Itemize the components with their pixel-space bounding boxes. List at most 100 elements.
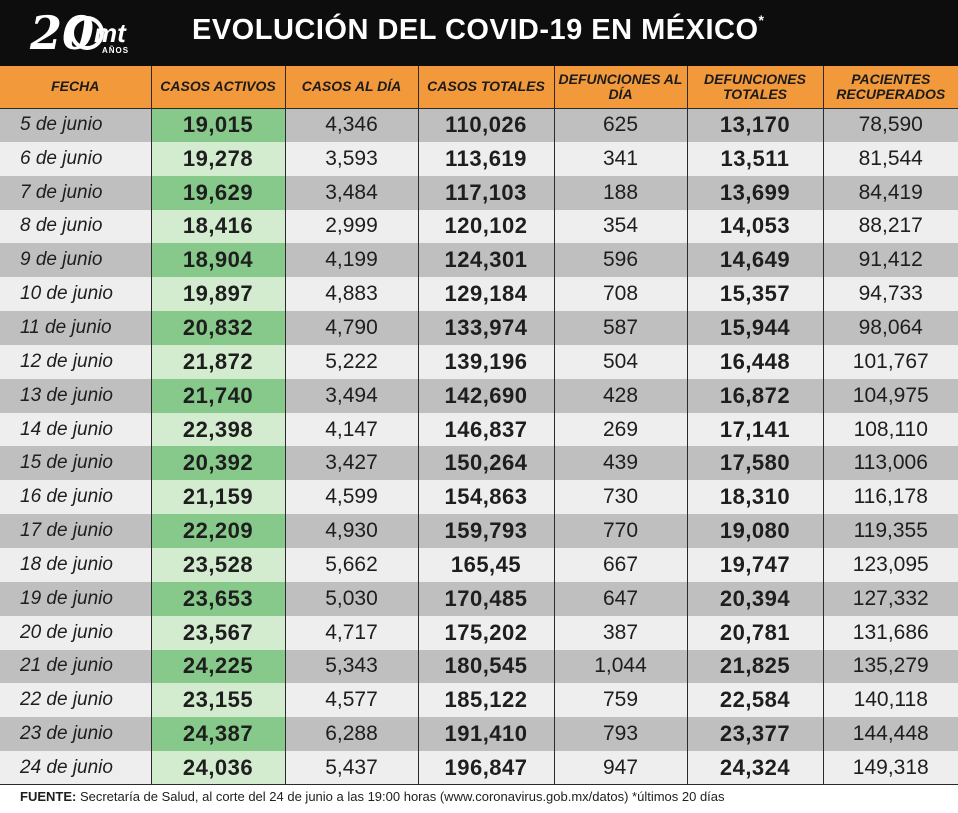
casos-activos-cell: 21,740 — [151, 378, 286, 413]
footnote-label: FUENTE: — [20, 789, 77, 804]
casos-al-dia-cell: 4,930 — [285, 514, 419, 548]
logo-brand: mt — [94, 18, 126, 48]
defunciones-al-dia-cell: 1,044 — [554, 649, 688, 684]
defunciones-al-dia-cell: 439 — [554, 446, 688, 481]
casos-totales-cell: 165,45 — [418, 547, 555, 582]
defunciones-al-dia-cell: 428 — [554, 378, 688, 413]
casos-totales-cell: 180,545 — [418, 649, 555, 684]
pacientes-recuperados-cell: 113,006 — [823, 446, 958, 481]
table-row: 10 de junio 19,897 4,883 129,184 708 15,357 94… — [0, 277, 958, 312]
casos-activos-cell: 21,872 — [151, 344, 286, 379]
page-title-text: EVOLUCIÓN DEL COVID-19 EN MÉXICO — [192, 14, 759, 46]
casos-activos-cell: 24,036 — [151, 751, 286, 786]
casos-activos-cell: 23,653 — [151, 581, 286, 616]
defunciones-totales-cell: 22,584 — [687, 683, 824, 718]
casos-al-dia-cell: 4,346 — [285, 108, 419, 142]
fecha-cell: 9 de junio — [0, 243, 152, 278]
footnote-text: Secretaría de Salud, al corte del 24 de … — [76, 789, 725, 804]
casos-activos-cell: 24,387 — [151, 717, 286, 752]
casos-totales-cell: 117,103 — [418, 175, 555, 210]
source-footnote: FUENTE: Secretaría de Salud, al corte de… — [20, 789, 725, 804]
pacientes-recuperados-cell: 101,767 — [823, 344, 958, 379]
logo-ring-icon — [70, 16, 104, 50]
pacientes-recuperados-cell: 91,412 — [823, 243, 958, 278]
casos-totales-cell: 146,837 — [418, 412, 555, 447]
pacientes-recuperados-cell: 144,448 — [823, 717, 958, 752]
fecha-cell: 11 de junio — [0, 311, 152, 345]
page-title: EVOLUCIÓN DEL COVID-19 EN MÉXICO* — [192, 12, 765, 47]
defunciones-al-dia-cell: 647 — [554, 581, 688, 616]
defunciones-totales-cell: 16,872 — [687, 378, 824, 413]
table-row: 20 de junio 23,567 4,717 175,202 387 20,781 13… — [0, 615, 958, 650]
defunciones-totales-cell: 18,310 — [687, 480, 824, 515]
fecha-cell: 14 de junio — [0, 412, 152, 447]
fecha-cell: 22 de junio — [0, 683, 152, 718]
casos-activos-cell: 22,398 — [151, 412, 286, 447]
defunciones-totales-cell: 13,170 — [687, 108, 824, 142]
table-row: 23 de junio 24,387 6,288 191,410 793 23,377 14… — [0, 717, 958, 752]
casos-activos-cell: 18,904 — [151, 243, 286, 278]
casos-activos-cell: 23,155 — [151, 683, 286, 718]
fecha-cell: 12 de junio — [0, 344, 152, 379]
pacientes-recuperados-cell: 98,064 — [823, 311, 958, 345]
casos-al-dia-cell: 4,883 — [285, 277, 419, 312]
casos-al-dia-cell: 3,593 — [285, 141, 419, 176]
defunciones-al-dia-cell: 354 — [554, 209, 688, 244]
pacientes-recuperados-cell: 88,217 — [823, 209, 958, 244]
defunciones-al-dia-cell: 793 — [554, 717, 688, 752]
defunciones-totales-cell: 20,394 — [687, 581, 824, 616]
fecha-cell: 6 de junio — [0, 141, 152, 176]
casos-al-dia-cell: 3,484 — [285, 175, 419, 210]
table-row: 15 de junio 20,392 3,427 150,264 439 17,580 11… — [0, 446, 958, 481]
defunciones-totales-cell: 15,357 — [687, 277, 824, 312]
table-row: 22 de junio 23,155 4,577 185,122 759 22,584 14… — [0, 683, 958, 718]
pacientes-recuperados-cell: 81,544 — [823, 141, 958, 176]
fecha-cell: 7 de junio — [0, 175, 152, 210]
casos-activos-cell: 18,416 — [151, 209, 286, 244]
casos-al-dia-cell: 4,790 — [285, 311, 419, 345]
fecha-cell: 5 de junio — [0, 108, 152, 142]
table-row: 7 de junio 19,629 3,484 117,103 188 13,699 84,… — [0, 175, 958, 210]
casos-totales-cell: 170,485 — [418, 581, 555, 616]
defunciones-al-dia-cell: 188 — [554, 175, 688, 210]
column-header: CASOS TOTALES — [418, 66, 555, 109]
casos-totales-cell: 129,184 — [418, 277, 555, 312]
fecha-cell: 10 de junio — [0, 277, 152, 312]
defunciones-al-dia-cell: 387 — [554, 615, 688, 650]
defunciones-al-dia-cell: 504 — [554, 344, 688, 379]
pacientes-recuperados-cell: 119,355 — [823, 514, 958, 548]
brand-logo: 20 mt AÑOS — [30, 6, 140, 62]
table-row: 5 de junio 19,015 4,346 110,026 625 13,170 78,… — [0, 108, 958, 142]
casos-totales-cell: 133,974 — [418, 311, 555, 345]
casos-activos-cell: 19,278 — [151, 141, 286, 176]
defunciones-totales-cell: 17,141 — [687, 412, 824, 447]
defunciones-al-dia-cell: 596 — [554, 243, 688, 278]
casos-activos-cell: 24,225 — [151, 649, 286, 684]
pacientes-recuperados-cell: 108,110 — [823, 412, 958, 447]
defunciones-totales-cell: 19,080 — [687, 514, 824, 548]
table-row: 6 de junio 19,278 3,593 113,619 341 13,511 81,… — [0, 141, 958, 176]
casos-al-dia-cell: 4,147 — [285, 412, 419, 447]
casos-totales-cell: 185,122 — [418, 683, 555, 718]
column-header: CASOS ACTIVOS — [151, 66, 286, 109]
defunciones-totales-cell: 17,580 — [687, 446, 824, 481]
defunciones-totales-cell: 14,053 — [687, 209, 824, 244]
pacientes-recuperados-cell: 78,590 — [823, 108, 958, 142]
pacientes-recuperados-cell: 140,118 — [823, 683, 958, 718]
defunciones-totales-cell: 13,699 — [687, 175, 824, 210]
table-row: 19 de junio 23,653 5,030 170,485 647 20,394 12… — [0, 581, 958, 616]
casos-totales-cell: 139,196 — [418, 344, 555, 379]
defunciones-totales-cell: 14,649 — [687, 243, 824, 278]
table-row: 9 de junio 18,904 4,199 124,301 596 14,649 91,… — [0, 243, 958, 278]
fecha-cell: 16 de junio — [0, 480, 152, 515]
defunciones-totales-cell: 16,448 — [687, 344, 824, 379]
casos-totales-cell: 110,026 — [418, 108, 555, 142]
casos-al-dia-cell: 5,662 — [285, 547, 419, 582]
pacientes-recuperados-cell: 131,686 — [823, 615, 958, 650]
defunciones-al-dia-cell: 759 — [554, 683, 688, 718]
defunciones-totales-cell: 24,324 — [687, 751, 824, 786]
defunciones-al-dia-cell: 625 — [554, 108, 688, 142]
defunciones-totales-cell: 13,511 — [687, 141, 824, 176]
casos-totales-cell: 124,301 — [418, 243, 555, 278]
pacientes-recuperados-cell: 94,733 — [823, 277, 958, 312]
